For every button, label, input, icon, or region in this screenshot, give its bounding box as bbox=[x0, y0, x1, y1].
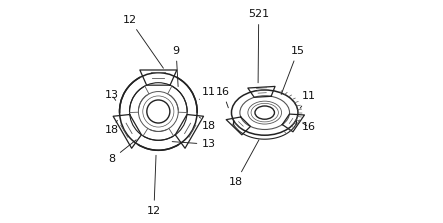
Text: 13: 13 bbox=[105, 90, 119, 100]
Text: 521: 521 bbox=[248, 9, 269, 83]
Text: 11: 11 bbox=[300, 91, 316, 108]
Text: 18: 18 bbox=[105, 120, 119, 135]
Text: 16: 16 bbox=[302, 122, 316, 132]
Text: 12: 12 bbox=[122, 14, 163, 68]
Text: 13: 13 bbox=[172, 139, 216, 149]
Text: 18: 18 bbox=[229, 140, 259, 187]
Text: 11: 11 bbox=[199, 87, 216, 99]
Text: 12: 12 bbox=[147, 155, 161, 216]
Text: 18: 18 bbox=[199, 117, 216, 131]
Text: 16: 16 bbox=[216, 87, 229, 108]
Text: 8: 8 bbox=[108, 140, 136, 164]
Text: 15: 15 bbox=[281, 45, 305, 95]
Text: 9: 9 bbox=[172, 45, 179, 87]
